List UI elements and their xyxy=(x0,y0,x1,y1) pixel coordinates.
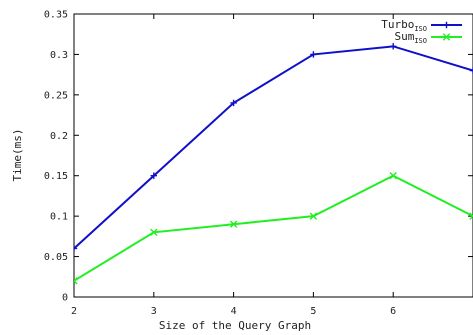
data-point xyxy=(389,172,397,180)
series-layer xyxy=(74,43,473,285)
legend-label: SumISO xyxy=(394,30,427,45)
data-point xyxy=(390,43,397,50)
y-tick-label: 0.2 xyxy=(50,131,68,142)
series-line-sum xyxy=(74,174,473,282)
x-tick-label: 6 xyxy=(390,306,396,317)
plot-frame xyxy=(73,13,473,298)
data-point xyxy=(229,220,238,228)
y-tick-label: 0.25 xyxy=(44,90,68,101)
data-point xyxy=(310,51,317,58)
legend-label: TurboISO xyxy=(381,18,427,33)
data-point xyxy=(74,277,78,285)
y-tick-label: 0.3 xyxy=(50,50,68,61)
x-tick-label: 2 xyxy=(71,306,77,317)
y-tick-label: 0 xyxy=(62,293,68,304)
data-point xyxy=(150,172,157,179)
series-turbo xyxy=(74,43,473,252)
y-tick-label: 0.05 xyxy=(44,252,68,263)
data-point xyxy=(469,212,473,220)
y-tick-label: 0.15 xyxy=(44,171,68,182)
data-point xyxy=(150,228,158,237)
y-axis-label: Time(ms) xyxy=(11,129,24,182)
x-tick-label: 5 xyxy=(310,306,316,317)
data-point xyxy=(309,212,318,220)
x-tick-label: 3 xyxy=(151,306,157,317)
data-point xyxy=(230,99,237,107)
x-axis-label: Size of the Query Graph xyxy=(159,319,311,332)
x-tick-label: 4 xyxy=(231,306,237,317)
legend-marker xyxy=(443,21,450,29)
y-tick-label: 0.1 xyxy=(50,212,68,223)
series-line-turbo xyxy=(74,45,473,250)
data-point xyxy=(469,67,473,74)
data-point xyxy=(74,245,78,252)
y-tick-label: 0.35 xyxy=(44,10,68,21)
legend-marker xyxy=(442,33,451,41)
axes-layer: 0 0.05 0.1 0.15 0.2 0.25 0.3 0.35 2 3 4 5 6 xyxy=(44,10,473,317)
series-sum xyxy=(74,172,473,285)
